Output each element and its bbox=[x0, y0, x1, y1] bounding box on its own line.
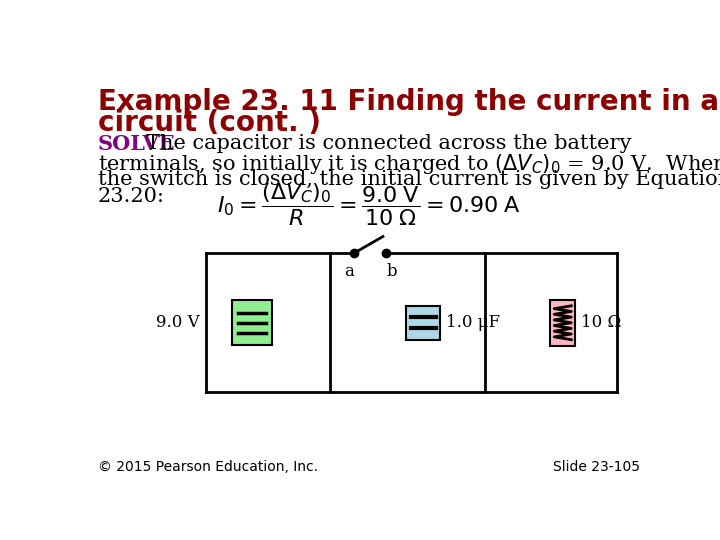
Text: $I_0 = \dfrac{(\Delta V_C)_0}{R} = \dfrac{9.0\;\mathrm{V}}{10\;\Omega} = 0.90\;\: $I_0 = \dfrac{(\Delta V_C)_0}{R} = \dfra… bbox=[217, 181, 521, 228]
Text: Slide 23-105: Slide 23-105 bbox=[553, 461, 640, 475]
Bar bbox=[406, 306, 441, 340]
Text: a: a bbox=[344, 262, 354, 280]
Text: © 2015 Pearson Education, Inc.: © 2015 Pearson Education, Inc. bbox=[98, 461, 318, 475]
Text: The capacitor is connected across the battery: The capacitor is connected across the ba… bbox=[145, 134, 631, 153]
Text: 23.20:: 23.20: bbox=[98, 187, 165, 206]
Text: circuit (cont. ): circuit (cont. ) bbox=[98, 109, 320, 137]
Text: Example 23. 11 Finding the current in an RC: Example 23. 11 Finding the current in an… bbox=[98, 88, 720, 116]
Bar bbox=[232, 300, 272, 345]
Text: SOLVE: SOLVE bbox=[98, 134, 176, 154]
Text: b: b bbox=[387, 262, 397, 280]
Text: terminals, so initially it is charged to $(\Delta V_C)_0$ = 9.0 V.  When: terminals, so initially it is charged to… bbox=[98, 152, 720, 176]
Text: 9.0 V: 9.0 V bbox=[156, 314, 200, 331]
Text: 1.0 μF: 1.0 μF bbox=[446, 314, 500, 331]
Text: 10 Ω: 10 Ω bbox=[581, 314, 621, 331]
Bar bbox=[550, 300, 575, 346]
Text: the switch is closed, the initial current is given by Equation: the switch is closed, the initial curren… bbox=[98, 170, 720, 188]
